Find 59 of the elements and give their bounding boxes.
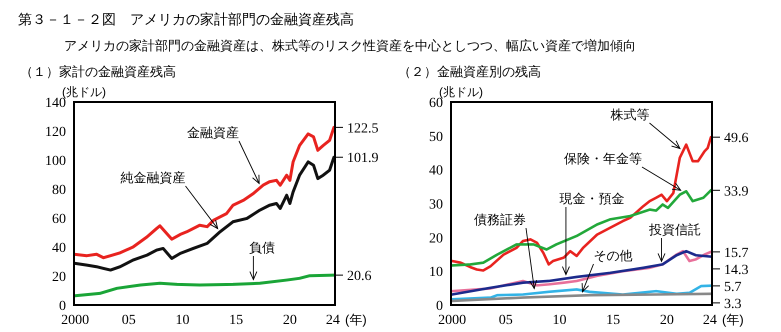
annotation: 14.3	[724, 262, 748, 278]
x-axis-title: (年)	[722, 312, 744, 327]
annotation: 債務証券	[474, 212, 526, 227]
line-series	[74, 126, 335, 260]
y-tick-label: 40	[429, 164, 443, 179]
x-tick-label: 20	[660, 313, 674, 328]
y-tick-label: 20	[52, 270, 66, 285]
line-series	[451, 189, 712, 267]
x-tick-label: 05	[498, 313, 513, 328]
y-tick-label: 0	[436, 299, 443, 314]
chart-title: （２）金融資産別の残高	[398, 64, 541, 79]
x-tick-label: 2000	[438, 313, 466, 328]
y-tick-label: 0	[59, 299, 66, 314]
annotation: 負債	[249, 240, 275, 255]
text: アメリカの家計部門の金融資産は、株式等のリスク性資産を中心としつつ、幅広い資産で増加傾向	[64, 38, 636, 53]
x-tick-label: 05	[122, 313, 136, 328]
x-tick-label: 15	[229, 313, 244, 328]
annotation: 101.9	[347, 151, 378, 166]
x-tick-label: 15	[606, 313, 620, 328]
y-tick-label: 40	[52, 241, 66, 256]
y-tick-label: 60	[429, 96, 443, 111]
x-tick-label: 20	[282, 313, 297, 328]
x-tick-label: 2000	[61, 313, 90, 328]
y-tick-label: 20	[429, 231, 443, 246]
annotation: 15.7	[724, 246, 748, 261]
y-tick-label: 120	[45, 125, 66, 140]
x-tick-label: 10	[175, 313, 190, 328]
annotation: 33.9	[724, 184, 748, 200]
annotation: 49.6	[724, 131, 748, 146]
chart-title: （１）家計の金融資産残高	[20, 64, 176, 79]
annotation: 122.5	[347, 121, 378, 136]
annotation: 5.7	[724, 280, 742, 295]
x-tick-label: 10	[552, 313, 566, 328]
annotation: 株式等	[610, 107, 650, 122]
y-axis-title: (兆ドル)	[439, 85, 483, 99]
x-tick-label: 24	[326, 313, 340, 328]
y-tick-label: 30	[429, 198, 443, 212]
annotation: 保険・年金等	[564, 151, 642, 166]
text: 第３－１－２図 アメリカの家計部門の金融資産残高	[18, 11, 354, 27]
line-series	[74, 274, 335, 298]
annotation: 投資信託	[648, 222, 701, 237]
y-tick-label: 80	[52, 183, 66, 198]
y-tick-label: 140	[45, 96, 66, 111]
annotation: 20.6	[347, 269, 372, 284]
annotation: 金融資産	[187, 125, 239, 140]
y-tick-label: 100	[45, 154, 66, 169]
annotation: 現金・預金	[560, 191, 624, 206]
y-axis-title: (兆ドル)	[62, 85, 106, 99]
annotation: 純金融資産	[120, 170, 186, 185]
y-tick-label: 50	[429, 130, 443, 145]
line-series	[74, 156, 335, 272]
y-tick-label: 10	[429, 265, 443, 280]
annotation: 3.3	[724, 296, 742, 312]
line-series	[451, 292, 712, 302]
annotation: その他	[594, 248, 632, 263]
line-series	[451, 136, 712, 272]
x-axis-title: (年)	[345, 312, 367, 327]
x-tick-label: 24	[702, 313, 717, 328]
y-tick-label: 60	[52, 212, 66, 227]
